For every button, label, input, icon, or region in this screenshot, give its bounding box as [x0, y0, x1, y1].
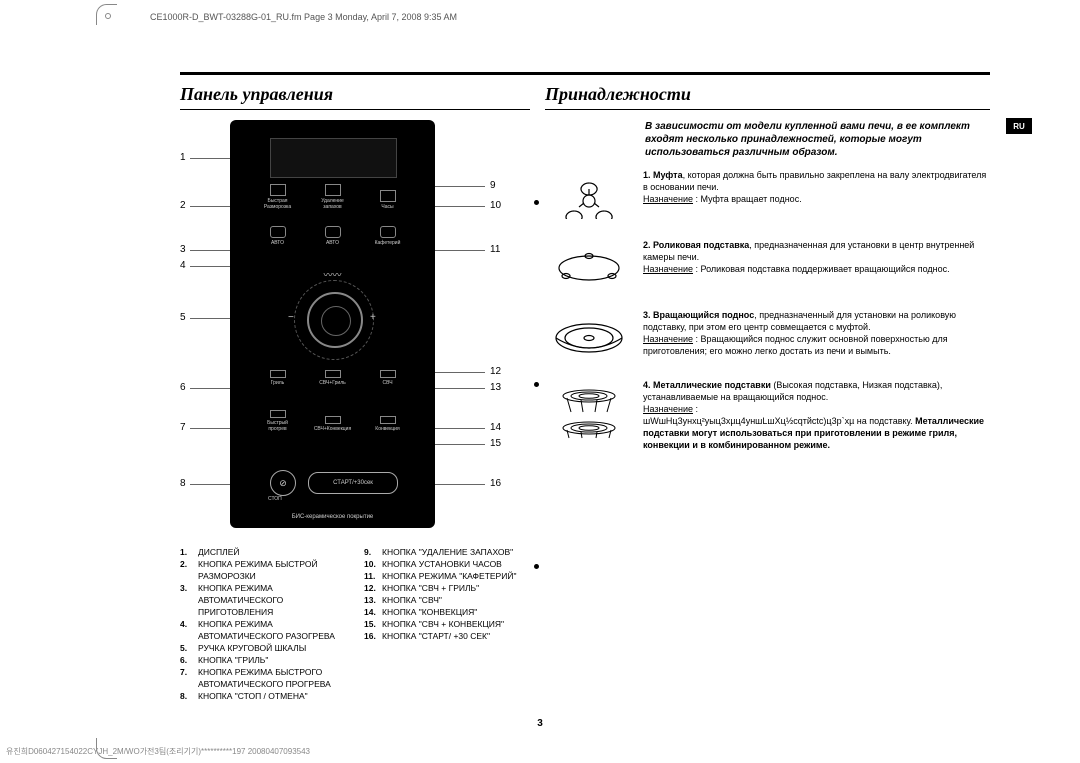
- callout-13: 13: [490, 382, 501, 393]
- left-column: Панель управления 1 2 3 4 5 6 7 8 9 10: [180, 80, 530, 702]
- panel-button: Удаление запахов: [316, 184, 350, 210]
- minus-icon: −: [288, 312, 294, 323]
- legend-item: 12.КНОПКА "СВЧ + ГРИЛЬ": [364, 582, 530, 594]
- panel-button: СВЧ: [371, 370, 405, 386]
- accessory-row: 4. Металлические подставки (Высокая подс…: [545, 379, 990, 451]
- stop-button-icon: ⊘: [270, 470, 296, 496]
- callout-2: 2: [180, 200, 186, 211]
- callout-12: 12: [490, 366, 501, 377]
- panel-button: Часы: [371, 190, 405, 210]
- right-column: Принадлежности В зависимости от модели к…: [545, 80, 990, 463]
- right-title: Принадлежности: [545, 84, 990, 105]
- panel-button: Гриль: [261, 370, 295, 386]
- callout-15: 15: [490, 438, 501, 449]
- legend-item: 6.КНОПКА "ГРИЛЬ": [180, 654, 346, 666]
- coupler-icon: [545, 169, 633, 227]
- accessory-row: 1. Муфта, которая должна быть правильно …: [545, 169, 990, 227]
- callout-10: 10: [490, 200, 501, 211]
- accessory-row: 2. Роликовая подставка, предназначенная …: [545, 239, 990, 297]
- legend-left: 1.ДИСПЛЕЙ2.КНОПКА РЕЖИМА БЫСТРОЙ РАЗМОРО…: [180, 546, 346, 702]
- dial-icon: [307, 292, 363, 348]
- crop-mark-icon: [96, 4, 117, 25]
- turntable-icon: [545, 309, 633, 367]
- footer-code: 유진희D060427154022CYJH_2M/WO가전3팀(조리기기)****…: [6, 746, 310, 757]
- header-path: CE1000R-D_BWT-03288G-01_RU.fm Page 3 Mon…: [150, 12, 457, 22]
- legend-item: 16.КНОПКА "СТАРТ/ +30 СЕК": [364, 630, 530, 642]
- legend-item: 15.КНОПКА "СВЧ + КОНВЕКЦИЯ": [364, 618, 530, 630]
- stop-label: СТОП: [268, 496, 282, 502]
- microwave-panel: Быстрая Разморозка Удаление запахов Часы…: [230, 120, 435, 528]
- crop-mark-icon: [96, 738, 117, 759]
- callout-4: 4: [180, 260, 186, 271]
- legend-item: 7.КНОПКА РЕЖИМА БЫСТРОГО АВТОМАТИЧЕСКОГО…: [180, 666, 346, 690]
- rule: [180, 109, 530, 110]
- control-panel-figure: 1 2 3 4 5 6 7 8 9 10 11 12 13: [180, 120, 530, 540]
- callout-3: 3: [180, 244, 186, 255]
- accessory-text: 3. Вращающийся поднос, предназначенный д…: [643, 309, 990, 367]
- legend-item: 4.КНОПКА РЕЖИМА АВТОМАТИЧЕСКОГО РАЗОГРЕВ…: [180, 618, 346, 642]
- callout-9: 9: [490, 180, 496, 191]
- panel-button: СВЧ+Конвекция: [316, 416, 350, 432]
- reg-dot-icon: [534, 564, 539, 569]
- intro-text: В зависимости от модели купленной вами п…: [645, 120, 990, 159]
- panel-button: Быстрый прогрев: [261, 410, 295, 432]
- page: CE1000R-D_BWT-03288G-01_RU.fm Page 3 Mon…: [0, 0, 1080, 763]
- accessory-text: 4. Металлические подставки (Высокая подс…: [643, 379, 990, 451]
- panel-button: АВТО: [261, 226, 295, 246]
- legend-item: 10.КНОПКА УСТАНОВКИ ЧАСОВ: [364, 558, 530, 570]
- rule: [545, 109, 990, 110]
- legend-item: 13.КНОПКА "СВЧ": [364, 594, 530, 606]
- callout-14: 14: [490, 422, 501, 433]
- legend-item: 8.КНОПКА "СТОП / ОТМЕНА": [180, 690, 346, 702]
- panel-button: Быстрая Разморозка: [261, 184, 295, 210]
- callout-11: 11: [490, 244, 500, 255]
- legend-item: 1.ДИСПЛЕЙ: [180, 546, 346, 558]
- callout-1: 1: [180, 152, 186, 163]
- top-rule: [180, 72, 990, 75]
- accessory-text: 1. Муфта, которая должна быть правильно …: [643, 169, 990, 227]
- display-icon: [270, 138, 397, 178]
- panel-button: СВЧ+Гриль: [316, 370, 350, 386]
- plus-icon: +: [370, 312, 376, 323]
- legend-right: 9.КНОПКА "УДАЛЕНИЕ ЗАПАХОВ"10.КНОПКА УСТ…: [364, 546, 530, 702]
- accessory-text: 2. Роликовая подставка, предназначенная …: [643, 239, 990, 297]
- racks-icon: [545, 379, 633, 451]
- callout-7: 7: [180, 422, 186, 433]
- callout-8: 8: [180, 478, 186, 489]
- accessory-row: 3. Вращающийся поднос, предназначенный д…: [545, 309, 990, 367]
- legend-item: 9.КНОПКА "УДАЛЕНИЕ ЗАПАХОВ": [364, 546, 530, 558]
- callout-6: 6: [180, 382, 186, 393]
- reg-dot-icon: [534, 200, 539, 205]
- legend-item: 3.КНОПКА РЕЖИМА АВТОМАТИЧЕСКОГО ПРИГОТОВ…: [180, 582, 346, 618]
- legend-lists: 1.ДИСПЛЕЙ2.КНОПКА РЕЖИМА БЫСТРОЙ РАЗМОРО…: [180, 546, 530, 702]
- legend-item: 2.КНОПКА РЕЖИМА БЫСТРОЙ РАЗМОРОЗКИ: [180, 558, 346, 582]
- roller-ring-icon: [545, 239, 633, 297]
- reg-dot-icon: [534, 382, 539, 387]
- language-tab: RU: [1006, 118, 1032, 134]
- start-button-icon: СТАРТ/+30сек: [308, 472, 398, 494]
- left-title: Панель управления: [180, 84, 530, 105]
- legend-item: 5.РУЧКА КРУГОВОЙ ШКАЛЫ: [180, 642, 346, 654]
- callout-16: 16: [490, 478, 501, 489]
- callout-5: 5: [180, 312, 186, 323]
- panel-button: Кафетерий: [371, 226, 405, 246]
- legend-item: 11.КНОПКА РЕЖИМА "КАФЕТЕРИЙ": [364, 570, 530, 582]
- legend-item: 14.КНОПКА "КОНВЕКЦИЯ": [364, 606, 530, 618]
- page-number: 3: [0, 718, 1080, 729]
- panel-button: Конвекция: [371, 416, 405, 432]
- panel-button: АВТО: [316, 226, 350, 246]
- panel-footer: БИС-керамическое покрытие: [230, 514, 435, 520]
